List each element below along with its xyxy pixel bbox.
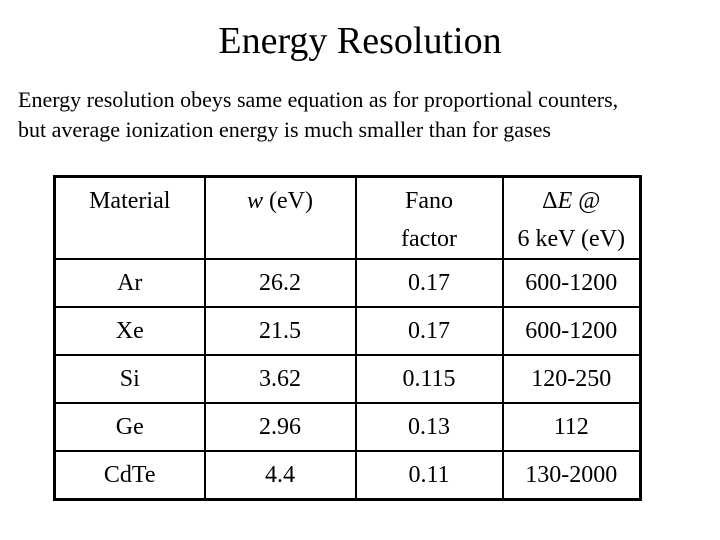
header-delta-e-line2: 6 keV (eV) — [517, 226, 626, 252]
cell-fano: 0.13 — [354, 402, 504, 452]
body-text: Energy resolution obeys same equation as… — [18, 85, 718, 145]
page-title: Energy Resolution — [218, 20, 502, 62]
cell-fano: 0.115 — [354, 354, 504, 404]
header-fano-factor: Fano factor — [354, 175, 504, 260]
header-w-unit: (eV) — [263, 188, 313, 214]
cell-delta-e: 600-1200 — [501, 258, 642, 308]
body-text-line-1: Energy resolution obeys same equation as… — [18, 87, 619, 112]
table-row: Ar 26.2 0.17 600-1200 — [53, 258, 642, 308]
cell-material: Si — [53, 354, 206, 404]
cell-w: 3.62 — [203, 354, 357, 404]
cell-material: Ar — [53, 258, 206, 308]
cell-material: CdTe — [53, 450, 206, 501]
cell-w: 2.96 — [203, 402, 357, 452]
cell-w: 4.4 — [203, 450, 357, 501]
header-material: Material — [53, 175, 206, 260]
cell-delta-e: 130-2000 — [501, 450, 642, 501]
cell-fano: 0.17 — [354, 306, 504, 356]
cell-delta-e: 112 — [501, 402, 642, 452]
table-header-row: Material w (eV) Fano factor ΔE @ 6 keV (… — [53, 175, 642, 260]
header-fano-line2: factor — [401, 226, 457, 252]
cell-material: Xe — [53, 306, 206, 356]
header-w-ev: w (eV) — [203, 175, 357, 260]
at-symbol: @ — [572, 188, 601, 214]
cell-w: 21.5 — [203, 306, 357, 356]
header-delta-e-line1: ΔE @ — [505, 182, 639, 220]
cell-material: Ge — [53, 402, 206, 452]
delta-symbol: Δ — [542, 188, 558, 214]
cell-w: 26.2 — [203, 258, 357, 308]
table-row: Xe 21.5 0.17 600-1200 — [53, 306, 642, 356]
header-fano-line1: Fano — [405, 188, 453, 214]
cell-delta-e: 600-1200 — [501, 306, 642, 356]
cell-fano: 0.17 — [354, 258, 504, 308]
table-row: Si 3.62 0.115 120-250 — [53, 354, 642, 404]
e-symbol: E — [557, 188, 573, 214]
cell-fano: 0.11 — [354, 450, 504, 501]
table-row: CdTe 4.4 0.11 130-2000 — [53, 450, 642, 501]
body-text-line-2: but average ionization energy is much sm… — [18, 117, 551, 142]
header-material-label: Material — [89, 188, 171, 214]
header-w-symbol: w — [247, 188, 264, 214]
cell-delta-e: 120-250 — [501, 354, 642, 404]
table-row: Ge 2.96 0.13 112 — [53, 402, 642, 452]
header-delta-e: ΔE @ 6 keV (eV) — [501, 175, 642, 260]
energy-resolution-table: Material w (eV) Fano factor ΔE @ 6 keV (… — [53, 175, 642, 501]
